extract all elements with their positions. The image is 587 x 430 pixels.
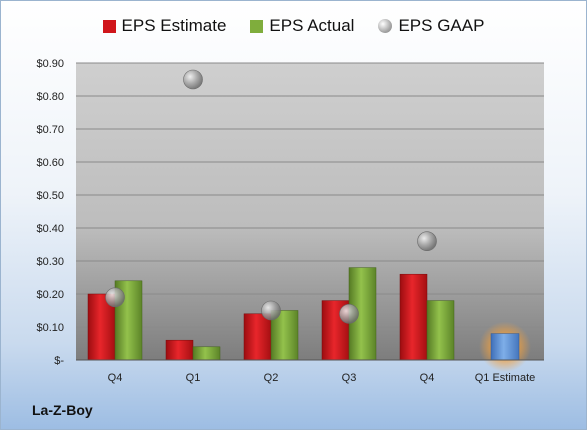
bar-eps-actual-1 — [192, 346, 221, 361]
point-eps-gaap-0 — [105, 287, 125, 308]
y-tick-label-9: $0.90 — [36, 58, 64, 70]
y-tick-label-3: $0.30 — [36, 256, 64, 268]
y-tick-label-5: $0.50 — [36, 190, 64, 202]
legend-swatch-eps-estimate — [102, 19, 116, 33]
bar-q1-estimate — [490, 333, 520, 361]
x-tick-label-3: Q3 — [342, 372, 357, 384]
gaap-points — [105, 69, 437, 324]
y-tick-label-6: $0.60 — [36, 157, 64, 169]
legend-item-eps-gaap: EPS GAAP — [378, 16, 484, 36]
y-tick-label-1: $0.10 — [36, 322, 64, 334]
x-tick-label-0: Q4 — [108, 372, 123, 384]
x-tick-label-4: Q4 — [420, 372, 435, 384]
x-tick-label-5: Q1 Estimate — [475, 372, 536, 384]
bar-eps-estimate-2 — [243, 313, 272, 361]
y-tick-label-0: $- — [54, 355, 64, 367]
y-tick-label-2: $0.20 — [36, 289, 64, 301]
point-eps-gaap-3 — [339, 303, 359, 324]
chart-legend: EPS Estimate EPS Actual EPS GAAP — [0, 16, 587, 36]
legend-swatch-eps-actual — [250, 19, 264, 33]
bar-eps-actual-4 — [426, 300, 455, 361]
company-name: La-Z-Boy — [32, 402, 93, 418]
legend-label-eps-estimate: EPS Estimate — [121, 16, 227, 35]
x-tick-label-2: Q2 — [264, 372, 279, 384]
legend-item-eps-estimate: EPS Estimate — [102, 16, 227, 36]
bar-eps-estimate-4 — [399, 273, 428, 361]
y-tick-label-8: $0.80 — [36, 91, 64, 103]
legend-swatch-eps-gaap — [378, 19, 393, 33]
x-tick-label-1: Q1 — [186, 372, 201, 384]
legend-label-eps-gaap: EPS GAAP — [398, 16, 485, 35]
point-eps-gaap-2 — [261, 300, 281, 321]
legend-item-eps-actual: EPS Actual — [250, 16, 354, 36]
point-eps-gaap-4 — [417, 231, 437, 251]
legend-label-eps-actual: EPS Actual — [269, 16, 355, 35]
bar-eps-estimate-1 — [165, 339, 194, 361]
x-axis-labels: Q4 Q1 Q2 Q3 Q4 Q1 Estimate — [108, 372, 536, 384]
plot-area — [76, 63, 544, 360]
y-tick-label-4: $0.40 — [36, 223, 64, 235]
point-eps-gaap-1 — [183, 69, 203, 90]
y-axis-ticks: $- $0.10 $0.20 $0.30 $0.40 $0.50 $0.60 $0.70 $0.… — [36, 58, 64, 367]
y-tick-label-7: $0.70 — [36, 124, 64, 136]
